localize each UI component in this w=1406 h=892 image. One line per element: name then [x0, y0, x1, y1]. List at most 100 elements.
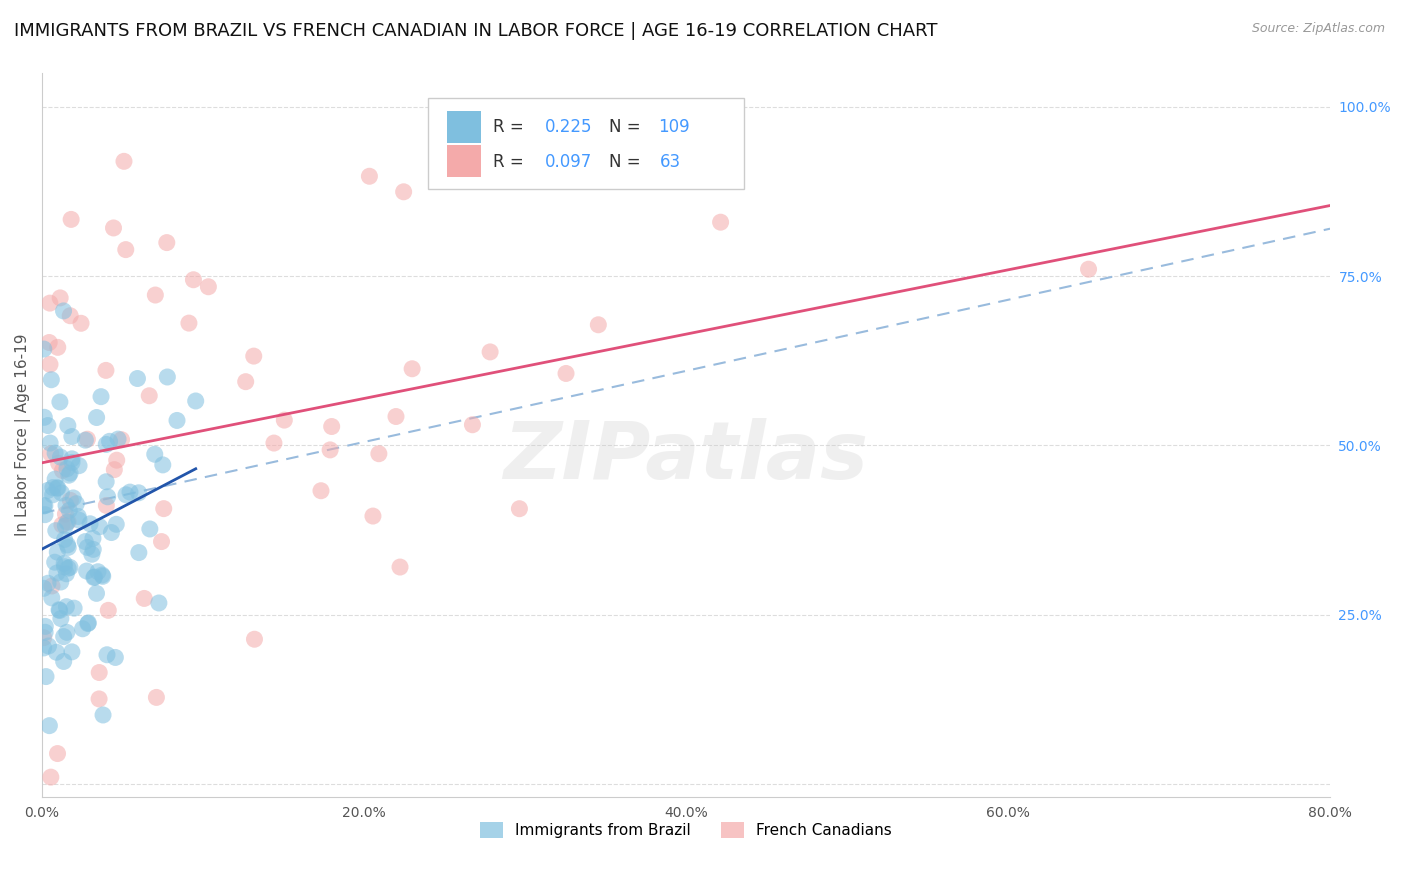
Point — [75, 433, 97, 447]
Point — [44, 472, 66, 486]
Point — [42, 481, 65, 495]
Point — [48, 603, 70, 617]
Point — [143, 447, 166, 461]
Point — [104, 650, 127, 665]
Point — [51, 463, 73, 477]
Point — [56, 516, 79, 530]
Point — [35, 669, 58, 683]
Point — [32, 631, 55, 645]
Point — [392, 185, 415, 199]
Point — [152, 458, 174, 472]
Point — [67, 513, 90, 527]
Point — [508, 501, 530, 516]
Point — [128, 545, 150, 559]
Point — [1077, 262, 1099, 277]
Point — [58, 503, 80, 517]
Text: N =: N = — [609, 118, 645, 136]
Text: IMMIGRANTS FROM BRAZIL VS FRENCH CANADIAN IN LABOR FORCE | AGE 16-19 CORRELATION: IMMIGRANTS FROM BRAZIL VS FRENCH CANADIA… — [14, 22, 938, 40]
Point — [263, 436, 285, 450]
Point — [401, 361, 423, 376]
Point — [367, 447, 389, 461]
Point — [53, 559, 76, 574]
Point — [97, 603, 120, 617]
Point — [55, 507, 77, 521]
Point — [32, 640, 55, 655]
Point — [72, 622, 94, 636]
Point — [98, 434, 121, 449]
Point — [67, 509, 90, 524]
Point — [41, 373, 63, 387]
Point — [46, 340, 69, 354]
Point — [44, 555, 66, 569]
Point — [91, 569, 114, 583]
Point — [51, 486, 73, 500]
Point — [38, 335, 60, 350]
Point — [112, 154, 135, 169]
Point — [37, 483, 59, 498]
Point — [38, 296, 60, 310]
Point — [56, 418, 79, 433]
Point — [127, 371, 149, 385]
Point — [41, 579, 63, 593]
Point — [80, 547, 103, 561]
Point — [49, 395, 72, 409]
Point — [389, 560, 412, 574]
Point — [41, 488, 63, 502]
Point — [197, 279, 219, 293]
Point — [65, 497, 87, 511]
Point — [118, 485, 141, 500]
Point — [39, 447, 62, 461]
Point — [86, 586, 108, 600]
Point — [34, 625, 56, 640]
Point — [87, 565, 110, 579]
Point — [39, 770, 62, 784]
Text: ZIPatlas: ZIPatlas — [503, 418, 869, 496]
Point — [59, 466, 82, 480]
Point — [49, 611, 72, 625]
Point — [58, 541, 80, 555]
Point — [96, 499, 118, 513]
Point — [48, 456, 70, 470]
Point — [56, 625, 79, 640]
Point — [34, 499, 56, 513]
Point — [242, 349, 264, 363]
Point — [115, 488, 138, 502]
Point — [49, 291, 72, 305]
Text: 109: 109 — [658, 118, 689, 136]
Point — [56, 515, 79, 529]
Point — [53, 557, 76, 571]
Point — [183, 273, 205, 287]
Point — [56, 561, 79, 575]
Point — [83, 570, 105, 584]
Point — [45, 645, 67, 659]
Point — [83, 570, 105, 584]
Point — [319, 442, 342, 457]
Point — [76, 541, 98, 555]
Point — [75, 534, 97, 549]
Point — [148, 596, 170, 610]
Y-axis label: In Labor Force | Age 16-19: In Labor Force | Age 16-19 — [15, 334, 31, 536]
Point — [52, 304, 75, 318]
Point — [53, 533, 76, 547]
Point — [46, 747, 69, 761]
Point — [588, 318, 610, 332]
Point — [94, 363, 117, 377]
Point — [55, 566, 77, 581]
Point — [156, 235, 179, 250]
Point — [461, 417, 484, 432]
Point — [56, 538, 79, 552]
Point — [479, 345, 502, 359]
Point — [96, 437, 118, 451]
Point — [62, 491, 84, 505]
Point — [89, 665, 111, 680]
Point — [55, 599, 77, 614]
Point — [82, 532, 104, 546]
Point — [90, 390, 112, 404]
Point — [128, 485, 150, 500]
Point — [243, 632, 266, 647]
Point — [39, 436, 62, 450]
Point — [76, 616, 98, 631]
Point — [32, 499, 55, 513]
Point — [34, 508, 56, 522]
Text: 63: 63 — [661, 153, 682, 171]
